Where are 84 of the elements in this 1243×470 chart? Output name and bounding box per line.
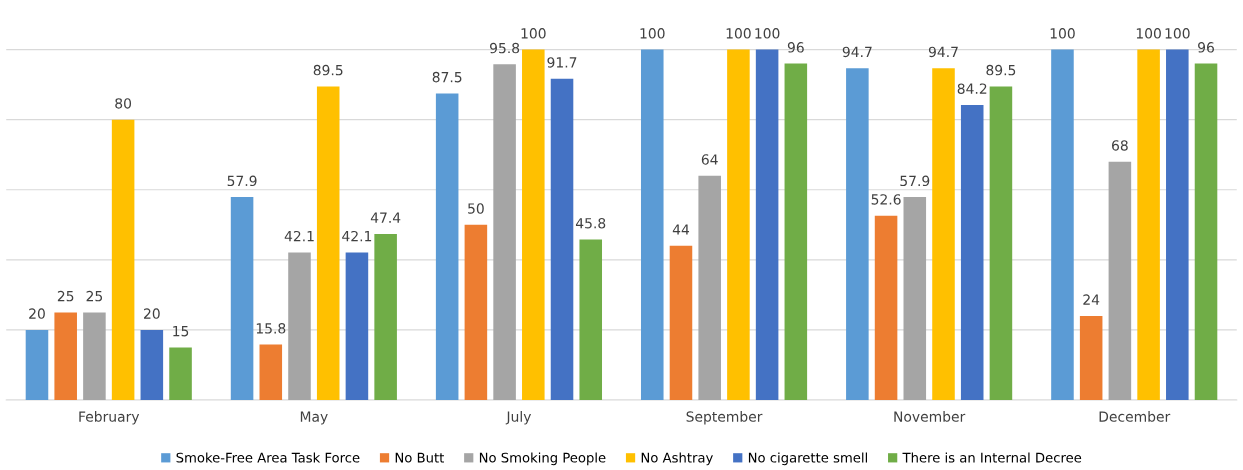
legend-label: Smoke-Free Area Task Force (176, 452, 360, 463)
bar (316, 86, 340, 400)
bar (874, 215, 898, 400)
bar (435, 93, 459, 400)
data-label: 45.8 (575, 217, 606, 229)
bar (493, 64, 516, 400)
bar (932, 68, 955, 400)
data-label: 96 (787, 42, 804, 53)
data-label: 100 (755, 28, 780, 39)
bar (169, 347, 192, 400)
bar (784, 63, 808, 400)
legend-label: No Butt (395, 452, 445, 463)
bar (25, 329, 49, 400)
bar (1137, 49, 1160, 400)
data-label: 47.4 (370, 212, 401, 223)
bar (345, 252, 369, 400)
bar (111, 119, 135, 400)
data-label: 96 (1198, 42, 1214, 53)
x-tick-label: September (686, 411, 763, 425)
bar (259, 344, 283, 400)
data-label: 25 (57, 290, 74, 302)
data-label: 42.1 (342, 230, 372, 242)
data-label: 100 (726, 28, 751, 39)
bar (698, 175, 721, 400)
legend-label: There is an Internal Decree (902, 452, 1082, 463)
data-label: 87.5 (432, 71, 462, 83)
data-label: 50 (468, 203, 484, 214)
x-tick-label: July (505, 411, 532, 425)
bar (989, 86, 1013, 400)
bar (755, 49, 779, 400)
bar (1194, 63, 1218, 400)
data-label: 25 (86, 290, 103, 302)
data-label: 24 (1083, 294, 1100, 305)
bar (1079, 315, 1103, 400)
data-label: 100 (1165, 28, 1190, 39)
bar (230, 197, 254, 400)
bar (1166, 49, 1189, 400)
bar (846, 68, 869, 400)
bar (669, 245, 693, 400)
data-label: 100 (1050, 28, 1075, 39)
bar (903, 197, 927, 400)
data-label: 100 (1136, 28, 1161, 39)
legend-label: No Smoking People (479, 452, 606, 466)
bar (522, 49, 545, 400)
bar (54, 312, 77, 400)
data-label: 44 (672, 224, 690, 235)
bar (140, 329, 164, 400)
x-tick-label: December (1099, 411, 1171, 422)
bar (1051, 49, 1074, 400)
data-label: 100 (521, 28, 546, 39)
bar (374, 233, 397, 400)
data-label: 95.8 (490, 42, 520, 54)
legend-label: No Ashtray (641, 452, 713, 466)
data-label: 64 (701, 154, 718, 165)
x-tick-label: February (79, 411, 140, 425)
bar (83, 312, 106, 400)
bar (288, 252, 311, 400)
bar (640, 49, 664, 400)
bar (464, 224, 488, 400)
bar (550, 78, 574, 400)
bar (727, 49, 750, 400)
data-label: 80 (115, 98, 132, 109)
x-tick-label: November (894, 411, 966, 422)
x-tick-label: May (300, 411, 328, 425)
data-label: 15.8 (256, 323, 286, 334)
data-label: 20 (144, 308, 160, 319)
data-label: 89.5 (986, 64, 1016, 76)
data-label: 94.7 (928, 46, 958, 58)
data-label: 100 (640, 28, 665, 39)
data-label: 91.7 (547, 57, 577, 68)
data-label: 57.9 (900, 175, 930, 187)
bar (1108, 161, 1132, 400)
legend-label: No cigarette smell (748, 452, 867, 466)
data-label: 68 (1112, 140, 1128, 151)
data-label: 15 (173, 326, 189, 337)
bar (960, 104, 984, 400)
data-label: 89.5 (313, 64, 343, 76)
data-label: 52.6 (871, 194, 901, 205)
data-label: 57.9 (227, 175, 257, 187)
bar (579, 239, 603, 400)
data-label: 20 (29, 308, 45, 319)
data-label: 84.2 (957, 83, 987, 94)
data-label: 42.1 (284, 230, 314, 242)
data-label: 94.7 (842, 46, 872, 58)
